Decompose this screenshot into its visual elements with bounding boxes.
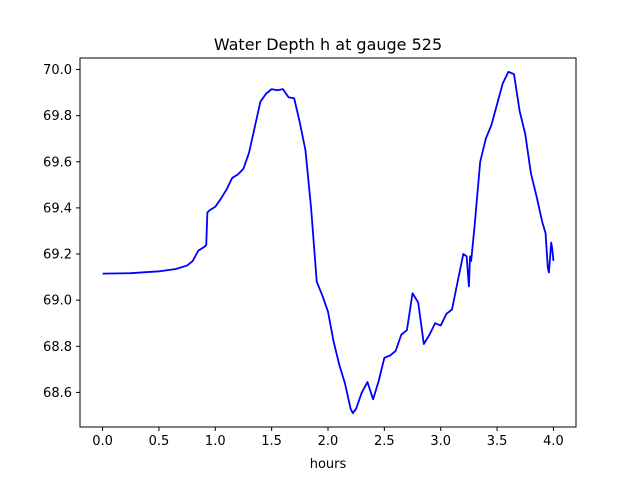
series-line-0 [102,70,555,415]
x-axis-label: hours [310,457,347,472]
x-tick-label: 2.5 [374,434,395,449]
y-tick-label: 69.8 [43,109,72,124]
x-axis-ticks: 0.0 0.5 1.0 1.5 2.0 2.5 3.0 3.5 4.0 [92,427,564,449]
y-tick-label: 69.6 [43,155,72,170]
x-tick-label: 0.5 [149,434,170,449]
y-tick-label: 70.0 [43,63,72,78]
y-tick-label: 68.6 [43,386,72,401]
y-tick-label: 69.0 [43,294,72,309]
series-layer [102,70,555,415]
x-tick-label: 2.0 [318,434,339,449]
x-tick-label: 4.0 [543,434,564,449]
y-tick-label: 69.2 [43,248,72,263]
y-tick-label: 68.8 [43,340,72,355]
x-tick-label: 3.0 [430,434,451,449]
x-tick-label: 0.0 [92,434,113,449]
y-tick-label: 69.4 [43,201,72,216]
x-tick-label: 3.5 [487,434,508,449]
x-tick-label: 1.0 [205,434,226,449]
chart-title: Water Depth h at gauge 525 [214,35,442,54]
y-axis-ticks: 68.6 68.8 69.0 69.2 69.4 69.6 69.8 70.0 [43,63,80,401]
x-tick-label: 1.5 [261,434,282,449]
